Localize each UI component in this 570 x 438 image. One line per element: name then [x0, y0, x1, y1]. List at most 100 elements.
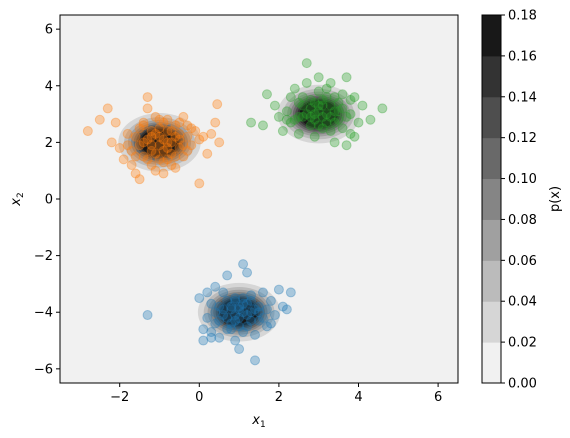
plot-area	[59, 14, 459, 384]
data-point-1-7	[285, 117, 296, 128]
data-point-1-47	[309, 114, 320, 125]
data-point-0-68	[122, 140, 133, 151]
data-point-1-45	[305, 103, 316, 114]
density-contour-0-8	[140, 128, 179, 156]
colorbar-frame	[481, 14, 502, 384]
data-point-1-67	[349, 131, 360, 142]
data-point-0-69	[186, 123, 197, 134]
data-point-1-54	[321, 83, 332, 94]
data-point-1-5	[277, 126, 288, 137]
data-point-1-61	[345, 94, 356, 105]
data-point-2-38	[281, 304, 292, 315]
data-point-2-28	[250, 329, 261, 340]
data-point-0-70	[154, 114, 165, 125]
data-point-2-14	[222, 324, 233, 335]
data-point-1-18	[309, 131, 320, 142]
data-point-1-11	[293, 128, 304, 139]
colorbar-tick-label: 0.16	[508, 49, 537, 64]
data-point-1-64	[329, 92, 340, 103]
data-point-2-0	[142, 310, 153, 321]
data-point-2-50	[250, 304, 261, 315]
data-point-2-61	[238, 327, 249, 338]
data-point-0-24	[162, 126, 173, 137]
data-point-0-18	[150, 165, 161, 176]
colorbar-band-4	[482, 178, 501, 220]
data-point-1-17	[309, 109, 320, 120]
data-point-0-13	[142, 103, 153, 114]
data-point-2-20	[234, 312, 245, 323]
data-point-0-7	[122, 128, 133, 139]
y-tick-label: 6	[45, 23, 53, 38]
data-point-0-23	[162, 114, 173, 125]
data-point-0-35	[186, 140, 197, 151]
y-axis: −6 −4 −2 0 2 4 6	[34, 23, 60, 377]
data-point-2-17	[226, 318, 237, 329]
data-point-1-31	[337, 89, 348, 100]
colorbar-tick-label: 0.08	[508, 213, 537, 228]
colorbar-band-8	[482, 15, 501, 57]
y-tick-label: −2	[34, 249, 53, 264]
data-point-0-47	[170, 151, 181, 162]
data-point-0-72	[130, 151, 141, 162]
data-point-0-6	[118, 154, 129, 165]
x-tick-label: −2	[110, 390, 129, 405]
data-point-0-36	[190, 126, 201, 137]
data-point-1-63	[313, 100, 324, 111]
data-point-2-48	[234, 321, 245, 332]
data-point-0-4	[106, 137, 117, 148]
colorbar-band-6	[482, 96, 501, 139]
data-point-1-3	[269, 100, 280, 111]
data-point-2-19	[230, 293, 241, 304]
data-point-0-28	[170, 162, 181, 173]
data-point-2-34	[265, 295, 276, 306]
data-point-0-15	[146, 131, 157, 142]
data-point-0-31	[178, 111, 189, 122]
data-point-2-42	[230, 310, 241, 321]
colorbar-label: p(x)	[548, 186, 563, 212]
data-point-2-12	[218, 310, 229, 321]
data-point-2-21	[234, 344, 245, 355]
data-point-0-1	[94, 114, 105, 125]
x-axis: −2 0 2 4 6	[110, 383, 442, 405]
data-point-2-32	[257, 287, 268, 298]
data-point-1-49	[301, 109, 312, 120]
data-point-2-46	[246, 315, 257, 326]
x-tick-label: 6	[434, 390, 442, 405]
data-point-0-22	[158, 157, 169, 168]
data-point-0-61	[142, 134, 153, 145]
data-point-0-73	[174, 117, 185, 128]
data-point-2-27	[246, 290, 257, 301]
data-point-0-5	[114, 143, 125, 154]
data-point-2-58	[246, 295, 257, 306]
data-point-0-75	[198, 131, 209, 142]
data-point-2-35	[269, 310, 280, 321]
data-point-2-22	[238, 259, 249, 270]
data-point-0-64	[126, 145, 137, 156]
data-point-2-6	[206, 327, 217, 338]
data-point-0-12	[138, 120, 149, 131]
data-point-0-27	[170, 120, 181, 131]
data-point-1-26	[325, 126, 336, 137]
data-point-0-38	[194, 178, 205, 189]
data-point-0-41	[210, 117, 221, 128]
data-point-1-9	[289, 83, 300, 94]
data-point-1-30	[333, 114, 344, 125]
data-point-2-52	[242, 310, 253, 321]
data-point-2-62	[210, 307, 221, 318]
data-point-2-2	[198, 324, 209, 335]
data-point-1-52	[333, 106, 344, 117]
data-point-2-10	[214, 332, 225, 343]
data-point-1-57	[309, 97, 320, 108]
data-point-1-55	[289, 114, 300, 125]
colorbar-tick-label: 0.02	[508, 336, 537, 351]
colorbar-tick-label: 0.04	[508, 295, 537, 310]
colorbar-tick-label: 0.06	[508, 254, 537, 269]
data-point-0-66	[134, 123, 145, 134]
colorbar-tick-label: 0.10	[508, 172, 537, 187]
data-point-2-30	[254, 301, 264, 312]
data-point-0-39	[202, 148, 213, 159]
data-point-0-53	[166, 126, 177, 137]
data-point-2-13	[218, 287, 229, 298]
data-point-1-13	[301, 77, 312, 88]
